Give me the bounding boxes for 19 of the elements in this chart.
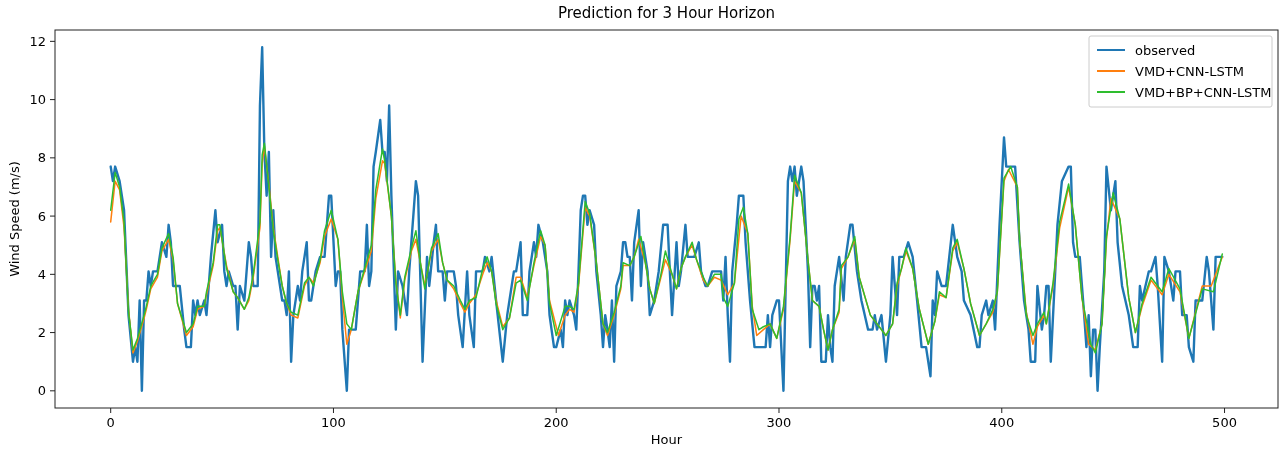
y-tick-label: 10 [29, 92, 46, 108]
y-tick-label: 12 [29, 33, 46, 49]
y-tick-label: 2 [37, 325, 46, 341]
legend-label: VMD+CNN-LSTM [1135, 63, 1244, 79]
legend-label: observed [1135, 42, 1196, 58]
x-axis-title: Hour [650, 432, 683, 447]
y-tick-label: 6 [37, 208, 46, 224]
x-tick-label: 100 [321, 415, 346, 430]
legend-label: VMD+BP+CNN-LSTM [1135, 84, 1272, 100]
y-axis-title: Wind Speed (m/s) [7, 161, 22, 277]
x-tick-label: 500 [1212, 415, 1237, 430]
x-tick-label: 300 [766, 415, 792, 430]
y-tick-label: 0 [37, 383, 46, 399]
y-tick-label: 8 [37, 150, 46, 166]
y-tick-label: 4 [37, 266, 46, 282]
x-tick-label: 0 [106, 415, 115, 430]
x-tick-label: 400 [989, 415, 1015, 430]
x-tick-label: 200 [543, 415, 569, 430]
chart-title: Prediction for 3 Hour Horizon [557, 4, 776, 22]
